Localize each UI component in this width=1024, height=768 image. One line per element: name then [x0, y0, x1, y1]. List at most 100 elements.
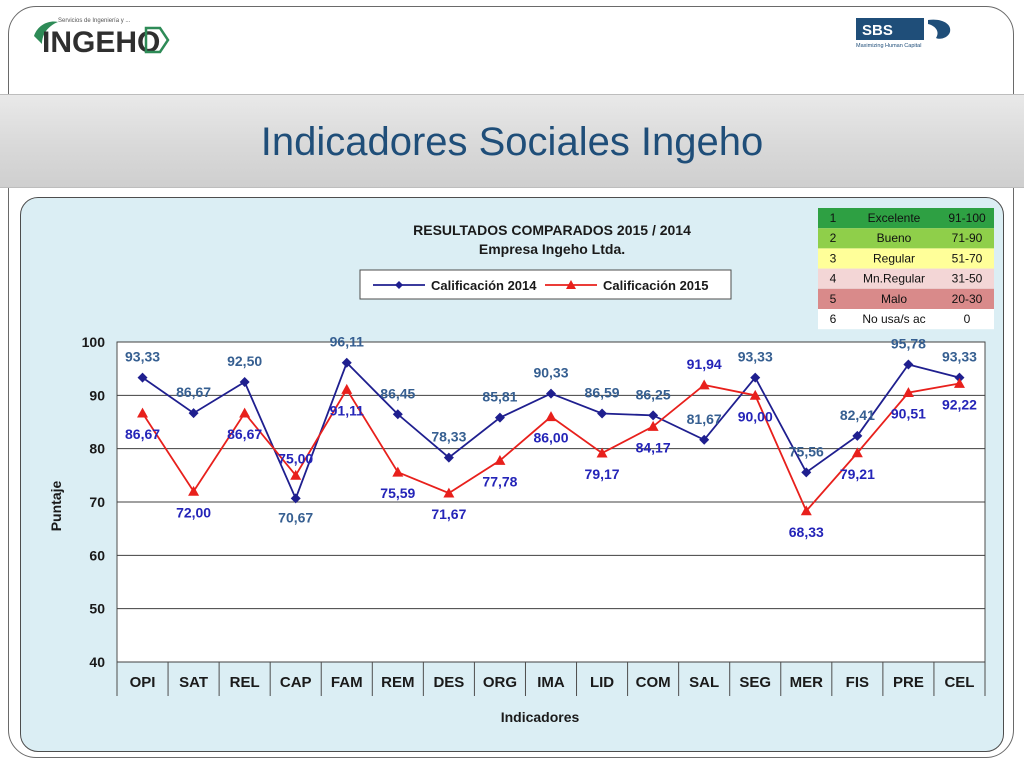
scale-number: 5 — [830, 292, 837, 306]
data-label: 93,33 — [125, 349, 160, 365]
x-tick-label: ORG — [483, 674, 517, 691]
data-label: 86,67 — [227, 426, 262, 442]
point-marker — [749, 389, 761, 400]
sbs-wordmark: SBS — [862, 22, 893, 39]
data-label: 91,94 — [687, 356, 722, 372]
data-label: 85,81 — [482, 389, 517, 405]
x-tick-label: LID — [590, 674, 614, 691]
y-tick-label: 100 — [82, 334, 106, 350]
point-marker — [137, 372, 148, 383]
scale-range: 20-30 — [952, 292, 983, 306]
point-marker — [648, 410, 659, 421]
sbs-head-icon — [928, 19, 951, 39]
line-chart: RESULTADOS COMPARADOS 2015 / 2014 Empres… — [48, 208, 994, 725]
scale-number: 4 — [830, 272, 837, 286]
data-label: 79,17 — [585, 466, 620, 482]
y-tick-label: 80 — [89, 441, 105, 457]
x-tick-label: PRE — [893, 674, 924, 691]
point-marker — [341, 357, 352, 368]
scale-row — [818, 268, 994, 289]
point-marker — [188, 485, 200, 496]
data-label: 92,50 — [227, 353, 262, 369]
data-label: 92,22 — [942, 396, 977, 412]
data-label: 84,17 — [636, 439, 671, 455]
point-marker — [699, 434, 710, 445]
point-marker — [546, 388, 556, 399]
legend-marker — [566, 280, 576, 289]
scale-row — [818, 288, 994, 309]
scale-number: 3 — [830, 251, 837, 265]
data-label: 86,59 — [585, 385, 620, 401]
x-tick-label: IMA — [537, 674, 565, 691]
data-label: 86,67 — [176, 384, 211, 400]
ingeho-tagline: Servicios de Ingeniería y ... — [58, 18, 131, 24]
ingeho-hex-icon — [144, 26, 170, 54]
plot-area: 40 50 60 70 80 90 100 OPI SAT REL CAP FAM REM DES ORG I… — [82, 334, 986, 696]
point-marker — [137, 407, 149, 418]
data-label: 68,33 — [789, 524, 824, 540]
data-label: 75,59 — [380, 485, 415, 501]
ingeho-wordmark: INGEHO — [42, 26, 160, 59]
point-marker — [290, 469, 302, 480]
point-marker — [545, 411, 557, 422]
x-tick-label: SEG — [739, 674, 771, 691]
point-marker — [392, 466, 404, 477]
point-marker — [443, 487, 455, 498]
x-tick-label: CAP — [280, 674, 312, 691]
point-marker — [188, 408, 199, 419]
point-marker — [953, 377, 965, 388]
data-label: 90,51 — [891, 406, 926, 422]
point-marker — [290, 493, 301, 504]
x-tick-label: SAT — [179, 674, 208, 691]
data-label: 82,41 — [840, 407, 875, 423]
scale-table: 1 Excelente 91-100 2 Bueno 71-90 3 Regular 51-70… — [818, 208, 994, 330]
data-label: 93,33 — [942, 349, 977, 365]
y-tick-label: 70 — [89, 494, 105, 510]
ingeho-swoosh-icon — [34, 21, 58, 44]
point-marker — [597, 408, 608, 419]
data-label: 95,78 — [891, 336, 926, 352]
x-tick-label: DES — [433, 674, 464, 691]
point-marker — [800, 505, 812, 516]
point-marker — [596, 447, 608, 458]
point-marker — [443, 452, 454, 463]
point-marker — [494, 412, 505, 423]
chart-legend: Calificación 2014 Calificación 2015 — [359, 269, 732, 300]
scale-number: 2 — [830, 231, 837, 245]
x-tick-label: OPI — [130, 674, 156, 691]
point-marker — [392, 409, 403, 420]
point-marker — [494, 455, 506, 465]
legend-label: Calificación 2015 — [603, 278, 709, 293]
data-label: 77,78 — [482, 474, 517, 490]
sbs-tagline: Maximizing Human Capital — [856, 43, 921, 49]
scale-label: Malo — [881, 292, 907, 306]
chart-panel: RESULTADOS COMPARADOS 2015 / 2014 Empres… — [20, 197, 1004, 752]
data-label: 75,00 — [278, 450, 313, 466]
data-label: 71,67 — [431, 506, 466, 522]
x-axis-label: Indicadores — [501, 709, 580, 725]
chart-title: RESULTADOS COMPARADOS 2015 / 2014 — [413, 222, 691, 238]
y-axis-label: Puntaje — [48, 481, 64, 532]
scale-number: 1 — [830, 211, 837, 225]
point-marker — [239, 407, 251, 418]
x-tick-label: REM — [381, 674, 414, 691]
sbs-logo: SBS Maximizing Human Capital — [856, 18, 956, 50]
data-label: 70,67 — [278, 509, 313, 525]
legend-label: Calificación 2014 — [431, 278, 537, 293]
data-label: 93,33 — [738, 349, 773, 365]
point-marker — [239, 377, 250, 387]
scale-row — [818, 208, 994, 229]
scale-label: Regular — [873, 251, 915, 265]
x-tick-label: REL — [230, 674, 260, 691]
x-tick-label: COM — [636, 674, 671, 691]
point-marker — [341, 383, 353, 394]
data-label: 86,45 — [380, 385, 415, 401]
point-marker — [851, 447, 863, 458]
data-label: 81,67 — [687, 411, 722, 427]
x-tick-label: SAL — [689, 674, 719, 691]
data-label: 75,56 — [789, 443, 824, 459]
data-label: 86,25 — [636, 386, 671, 402]
x-tick-label: CEL — [944, 674, 974, 691]
scale-label: Mn.Regular — [863, 272, 925, 286]
y-tick-label: 40 — [89, 654, 105, 670]
